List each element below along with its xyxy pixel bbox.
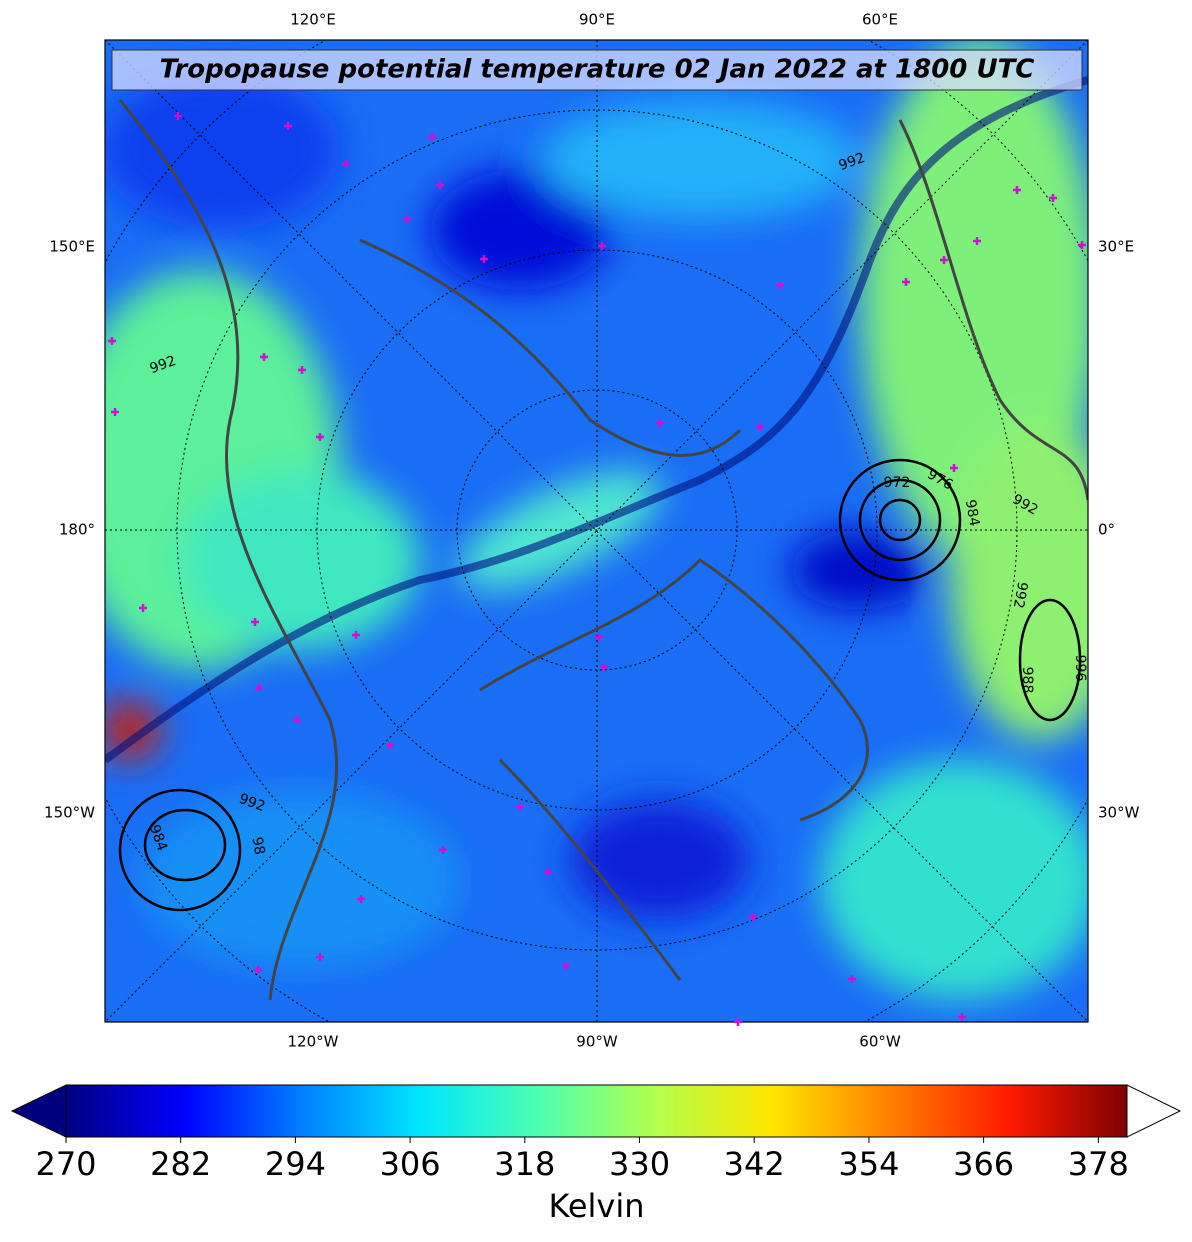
station-marker <box>940 256 948 264</box>
station-marker <box>973 237 981 245</box>
contour-label: 992 <box>1010 580 1030 609</box>
lon-label: 90°W <box>576 1033 618 1051</box>
colorbar-extend-low <box>10 1084 67 1138</box>
map-frame <box>104 39 1089 1023</box>
colorbar-tick-label: 342 <box>724 1145 785 1183</box>
station-marker <box>436 181 444 189</box>
title-box <box>111 49 1083 91</box>
lon-label: 150°E <box>49 238 95 256</box>
station-marker <box>251 618 259 626</box>
station-marker <box>108 337 116 345</box>
contour-label: 984 <box>962 498 982 527</box>
station-marker <box>950 464 958 472</box>
station-marker <box>756 423 764 431</box>
station-marker <box>254 966 262 974</box>
station-marker <box>352 631 360 639</box>
station-marker <box>480 255 488 263</box>
lon-label: 30°W <box>1098 804 1140 822</box>
contour-label: 988 <box>1019 667 1035 694</box>
station-marker <box>1049 194 1057 202</box>
station-marker <box>439 846 447 854</box>
station-marker <box>544 868 552 876</box>
station-marker <box>1078 241 1086 249</box>
map-field <box>105 40 1088 1022</box>
lon-label: 150°W <box>44 804 95 822</box>
station-marker <box>316 433 324 441</box>
station-marker <box>284 122 292 130</box>
colorbar <box>65 1084 1128 1138</box>
station-marker <box>600 663 608 671</box>
station-marker <box>174 112 182 120</box>
station-marker <box>293 716 301 724</box>
station-marker <box>776 281 784 289</box>
colorbar-tick-label: 354 <box>838 1145 899 1183</box>
lon-label: 120°W <box>288 1033 339 1051</box>
colorbar-tick-label: 270 <box>35 1145 96 1183</box>
colorbar-tick-label: 294 <box>265 1145 326 1183</box>
station-marker <box>386 741 394 749</box>
station-marker <box>516 803 524 811</box>
station-marker <box>316 953 324 961</box>
station-marker <box>848 975 856 983</box>
station-marker <box>403 215 411 223</box>
station-marker <box>428 133 436 141</box>
station-marker <box>749 913 757 921</box>
lon-label: 30°E <box>1098 238 1134 256</box>
contour-label: 98 <box>249 836 268 856</box>
colorbar-tick-label: 330 <box>609 1145 670 1183</box>
station-marker <box>357 895 365 903</box>
lon-label: 0° <box>1098 521 1115 539</box>
station-marker <box>1013 186 1021 194</box>
station-marker <box>958 1013 966 1021</box>
colorbar-tick-label: 306 <box>380 1145 441 1183</box>
contour-label: 972 <box>884 475 911 491</box>
station-marker <box>902 278 910 286</box>
lon-label: 120°E <box>290 11 336 29</box>
title: Tropopause potential temperature 02 Jan … <box>160 55 1035 85</box>
colorbar-tick-label: 378 <box>1068 1145 1129 1183</box>
station-marker <box>734 1018 742 1026</box>
lon-label: 90°E <box>579 11 615 29</box>
station-marker <box>298 366 306 374</box>
lon-label: 60°E <box>862 11 898 29</box>
station-marker <box>595 633 603 641</box>
contour-label: 996 <box>1072 655 1088 682</box>
colorbar-tick-label: 282 <box>150 1145 211 1183</box>
station-marker <box>562 962 570 970</box>
station-marker <box>656 419 664 427</box>
lon-label: 60°W <box>859 1033 901 1051</box>
station-marker <box>342 160 350 168</box>
colorbar-tick-label: 318 <box>494 1145 555 1183</box>
station-marker <box>111 408 119 416</box>
colorbar-extend-high <box>1126 1084 1182 1138</box>
station-marker <box>139 604 147 612</box>
station-marker <box>260 353 268 361</box>
station-marker <box>255 684 263 692</box>
colorbar-label: Kelvin <box>548 1187 644 1225</box>
colorbar-tick-label: 366 <box>953 1145 1014 1183</box>
lon-label: 180° <box>59 521 95 539</box>
station-marker <box>598 242 606 250</box>
